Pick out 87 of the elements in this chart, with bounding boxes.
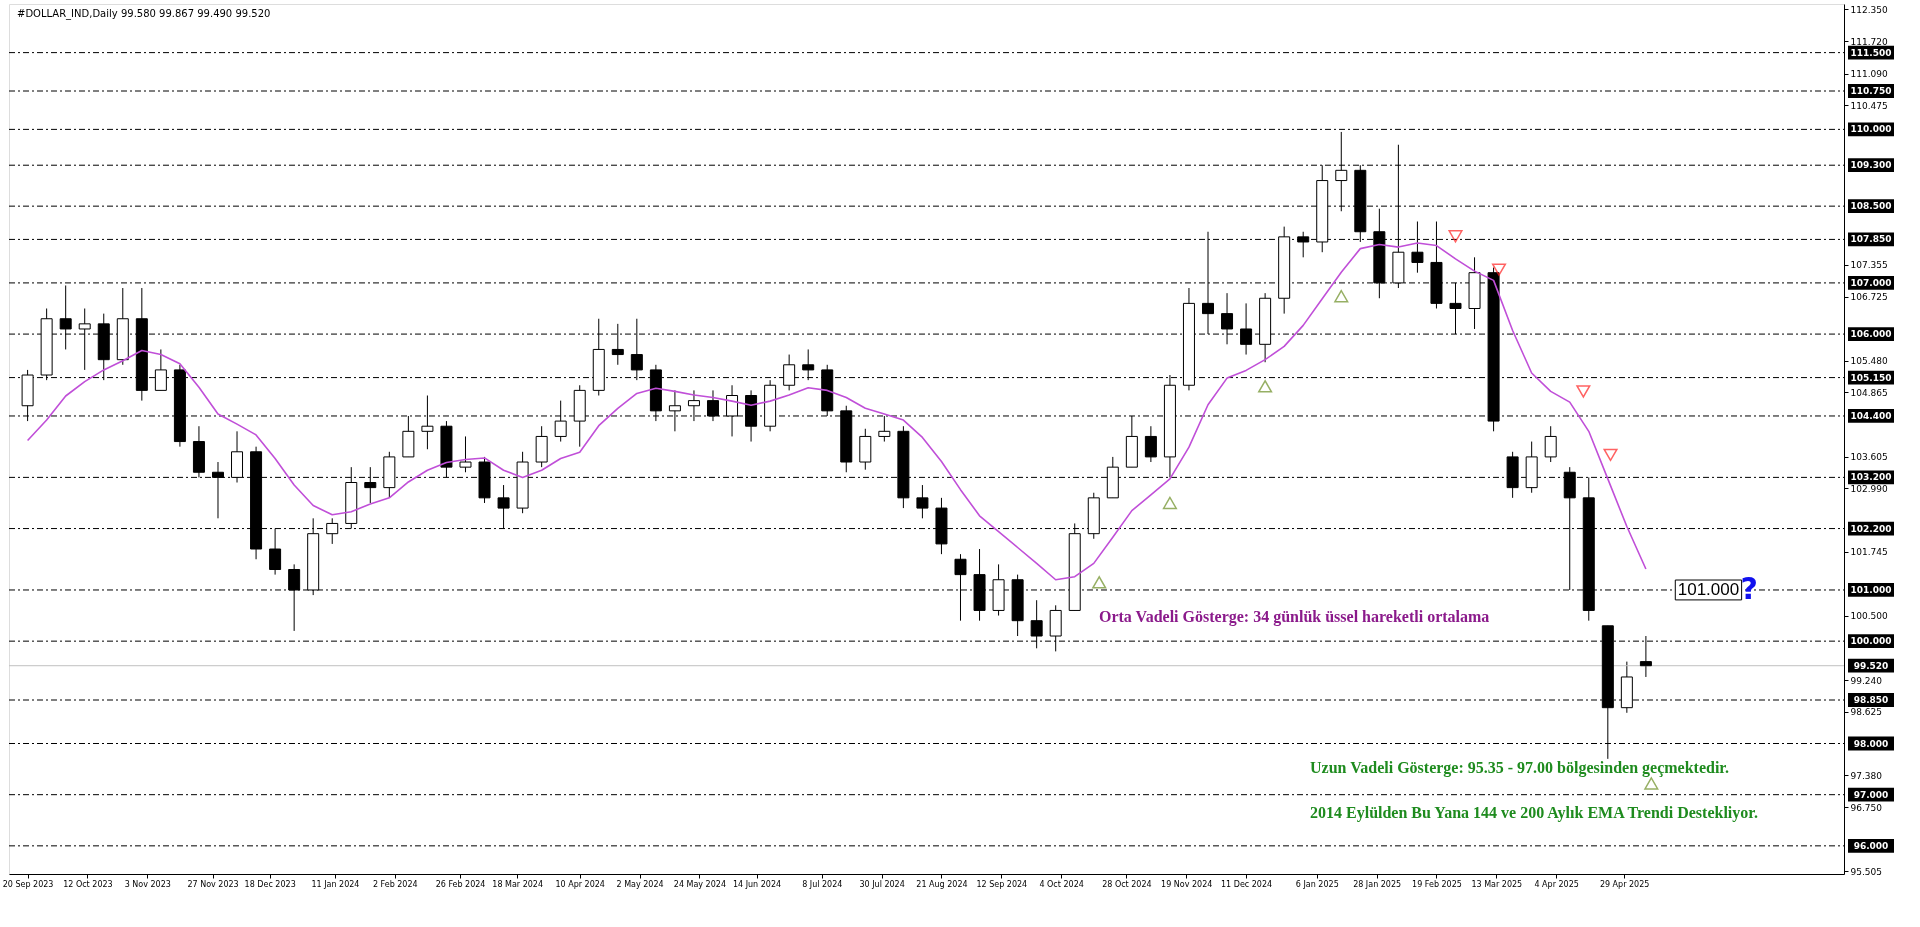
y-tick-label: 102.990 [1850,483,1888,494]
y-tick-label: 101.745 [1850,547,1888,558]
x-tick-label: 4 Oct 2024 [1039,879,1084,889]
ref-line-label: 100.000 [1850,636,1892,647]
x-tick-label: 12 Oct 2023 [63,879,113,889]
annotation: Orta Vadeli Gösterge: 34 günlük üssel hareketli ortalama [1098,608,1490,627]
x-tick-label: 12 Sep 2024 [976,879,1028,889]
point [1448,230,1463,243]
ref-line-label: 97.000 [1853,789,1889,800]
point [1334,289,1349,303]
ref-line-label: 98.000 [1853,738,1889,749]
y-tick-label: 95.505 [1850,866,1882,877]
y-tick-label: 111.090 [1850,69,1888,80]
ref-line-label: 105.150 [1850,372,1892,383]
x-tick-label: 26 Feb 2024 [435,879,486,889]
y-tick-label: 110.475 [1850,100,1888,111]
x-tick-label: 21 Aug 2024 [916,879,968,889]
y-tick-label: 111.720 [1850,36,1888,47]
candlestick [1240,302,1253,356]
y-tick-label: 100.500 [1850,611,1888,622]
ref-line-label: 103.200 [1850,472,1892,483]
candlestick [1144,425,1157,463]
point [1092,576,1107,589]
y-tick-label: 112.350 [1850,4,1888,15]
point [1576,385,1591,398]
annotation: 2014 Eylülden Bu Yana 144 ve 200 Aylık EMA Trendi Destekliyor. [1310,804,1758,823]
x-tick-label: 13 Mar 2025 [1471,879,1523,889]
point [1491,263,1507,276]
x-tick-label: 19 Nov 2024 [1161,879,1213,889]
y-tick-label: 106.725 [1850,292,1888,303]
ref-line-label: 111.500 [1850,47,1892,58]
x-tick-label: 8 Jul 2024 [802,879,843,889]
candlestick [326,517,339,545]
x-tick-label: 20 Sep 2023 [2,879,54,889]
y-tick-label: 105.480 [1850,356,1888,367]
candlestick [288,563,301,632]
x-tick-label: 29 Apr 2025 [1599,879,1650,889]
ref-line-label: 107.850 [1850,234,1892,245]
x-tick-label: 28 Oct 2024 [1102,879,1152,889]
annotation: Uzun Vadeli Gösterge: 95.35 - 97.00 bölgesinden geçmektedir. [1310,758,1729,777]
x-tick-label: 2 Feb 2024 [372,879,418,889]
ref-line-label: 109.300 [1850,160,1892,171]
annotation: 101.000 [1677,579,1740,599]
x-tick-label: 18 Dec 2023 [244,879,296,889]
y-tick-label: 107.355 [1850,260,1888,271]
x-tick-label: 24 May 2024 [673,879,726,889]
ref-line-label: 102.200 [1850,523,1892,534]
candlestick [1297,231,1310,258]
x-tick-label: 10 Apr 2024 [555,879,605,889]
ref-line-label: 104.400 [1850,410,1892,421]
x-tick-label: 30 Jul 2024 [859,879,905,889]
x-tick-label: 4 Apr 2025 [1534,879,1579,889]
y-tick-label: 96.750 [1850,802,1883,813]
point [1603,448,1618,462]
x-tick-label: 11 Dec 2024 [1221,879,1273,889]
ref-line-label: 96.000 [1853,840,1889,851]
x-tick-label: 14 Jun 2024 [732,879,782,889]
y-tick-label: 99.240 [1850,675,1883,686]
x-tick-label: 19 Feb 2025 [1412,879,1462,889]
point [1162,496,1177,510]
candlestick [459,435,472,473]
x-tick-label: 28 Jan 2025 [1353,879,1402,889]
ref-line-label: 98.850 [1853,695,1889,705]
chart-title: #DOLLAR_IND,Daily 99.580 99.867 99.490 99.520 [17,8,271,20]
y-tick-label: 103.605 [1850,452,1888,463]
candlestick [916,484,929,519]
x-tick-label: 18 Mar 2024 [492,879,544,889]
y-tick-label: 97.380 [1850,770,1883,781]
ref-line-label: 99.520 [1853,660,1889,671]
candlestick [1544,425,1557,463]
ref-line-label: 110.750 [1850,86,1892,96]
y-tick-label: 98.625 [1850,707,1882,718]
point [1258,380,1273,393]
ref-line-label: 101.000 [1850,584,1892,595]
ref-line-label: 106.000 [1850,329,1892,340]
x-tick-label: 3 Nov 2023 [124,879,171,889]
line-series [26,242,1647,581]
annotation: ? [1740,570,1758,606]
x-tick-label: 6 Jan 2025 [1295,879,1339,889]
ref-line-label: 110.000 [1850,124,1892,135]
point [1644,777,1659,790]
y-tick-label: 104.865 [1850,387,1888,398]
x-tick-label: 27 Nov 2023 [187,879,239,889]
ref-line-label: 108.500 [1850,201,1892,212]
x-tick-label: 2 May 2024 [616,879,664,889]
x-tick-label: 11 Jan 2024 [311,879,360,889]
ref-line-label: 107.000 [1850,277,1892,288]
